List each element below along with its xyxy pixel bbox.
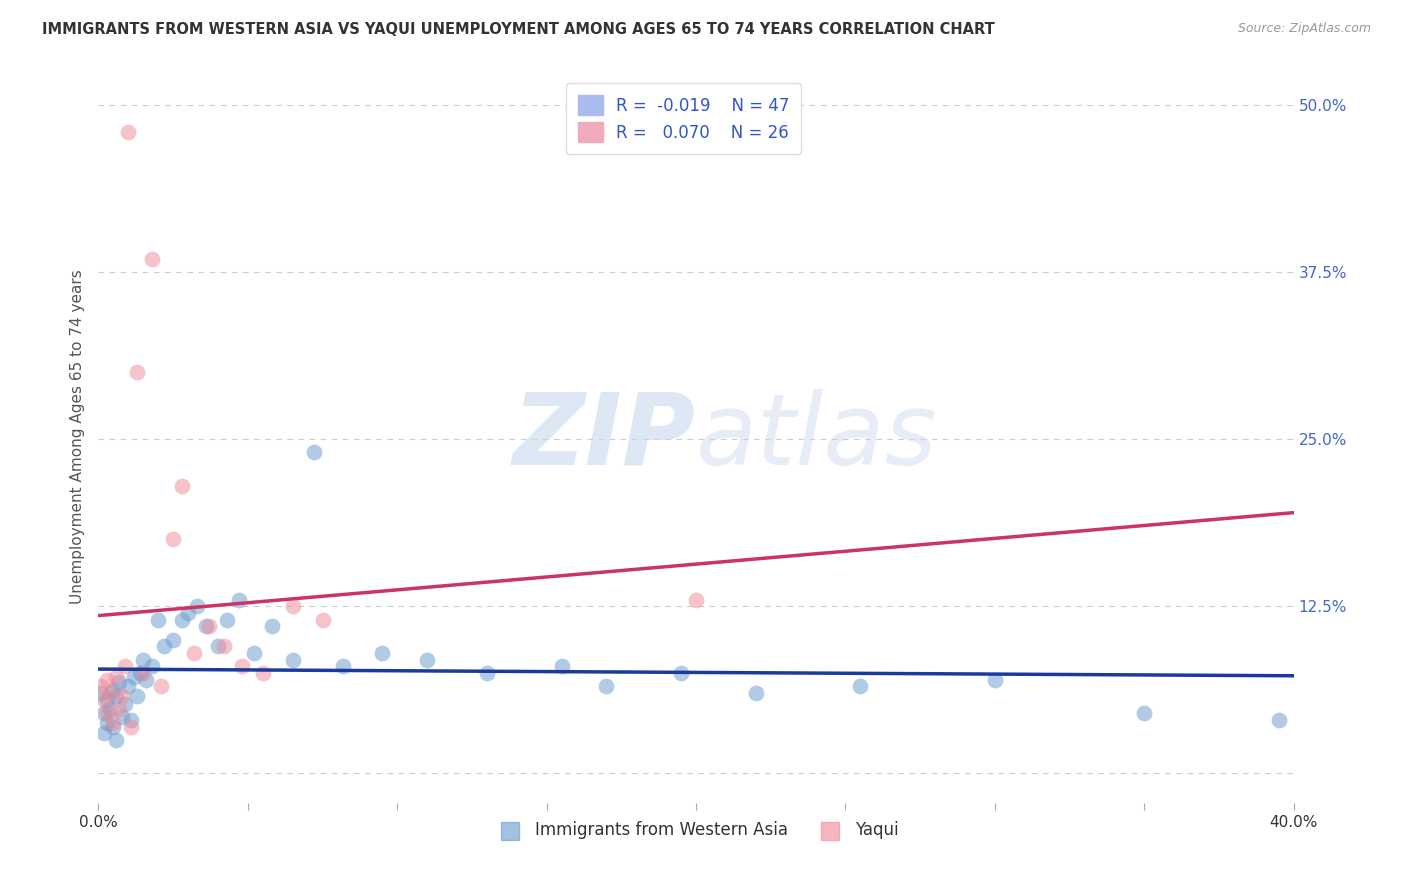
Legend: Immigrants from Western Asia, Yaqui: Immigrants from Western Asia, Yaqui	[486, 814, 905, 846]
Point	[114, 697, 136, 711]
Point	[96, 706, 118, 721]
Point	[98, 702, 122, 716]
Point	[207, 640, 229, 654]
Point	[1267, 713, 1289, 727]
Point	[148, 613, 170, 627]
Point	[231, 659, 253, 673]
Text: atlas: atlas	[696, 389, 938, 485]
Point	[195, 619, 218, 633]
Point	[96, 693, 118, 707]
Point	[849, 680, 872, 694]
Point	[105, 670, 128, 684]
Point	[108, 675, 131, 690]
Point	[212, 640, 235, 654]
Point	[127, 365, 149, 379]
Point	[669, 666, 692, 681]
Point	[141, 659, 163, 673]
Point	[595, 680, 617, 694]
Point	[172, 613, 194, 627]
Point	[127, 689, 149, 703]
Text: ZIP: ZIP	[513, 389, 696, 485]
Point	[153, 640, 176, 654]
Point	[90, 686, 112, 700]
Point	[243, 646, 266, 660]
Point	[93, 693, 115, 707]
Point	[162, 632, 184, 647]
Point	[93, 726, 115, 740]
Point	[685, 592, 707, 607]
Point	[745, 686, 768, 700]
Point	[186, 599, 208, 614]
Point	[198, 619, 221, 633]
Point	[96, 673, 118, 687]
Point	[177, 606, 200, 620]
Point	[117, 680, 139, 694]
Point	[281, 653, 304, 667]
Point	[172, 479, 194, 493]
Point	[132, 653, 155, 667]
Point	[281, 599, 304, 614]
Point	[105, 733, 128, 747]
Point	[114, 659, 136, 673]
Point	[183, 646, 205, 660]
Point	[984, 673, 1007, 687]
Point	[93, 706, 115, 721]
Point	[416, 653, 439, 667]
Point	[90, 680, 112, 694]
Point	[103, 720, 125, 734]
Text: IMMIGRANTS FROM WESTERN ASIA VS YAQUI UNEMPLOYMENT AMONG AGES 65 TO 74 YEARS COR: IMMIGRANTS FROM WESTERN ASIA VS YAQUI UN…	[42, 22, 995, 37]
Text: Source: ZipAtlas.com: Source: ZipAtlas.com	[1237, 22, 1371, 36]
Point	[252, 666, 274, 681]
Point	[150, 680, 173, 694]
Point	[302, 445, 325, 459]
Point	[228, 592, 250, 607]
Point	[124, 670, 146, 684]
Point	[1133, 706, 1156, 721]
Point	[260, 619, 283, 633]
Point	[105, 689, 128, 703]
Point	[120, 713, 142, 727]
Point	[550, 659, 572, 673]
Point	[162, 533, 184, 547]
Point	[332, 659, 354, 673]
Point	[129, 666, 152, 681]
Point	[103, 683, 125, 698]
Point	[117, 124, 139, 138]
Point	[98, 686, 122, 700]
Point	[120, 720, 142, 734]
Y-axis label: Unemployment Among Ages 65 to 74 years: Unemployment Among Ages 65 to 74 years	[69, 269, 84, 605]
Point	[475, 666, 498, 681]
Point	[111, 689, 134, 703]
Point	[108, 702, 131, 716]
Point	[96, 715, 118, 730]
Point	[215, 613, 238, 627]
Point	[132, 666, 155, 681]
Point	[111, 710, 134, 724]
Point	[141, 252, 163, 266]
Point	[103, 715, 125, 730]
Point	[371, 646, 394, 660]
Point	[311, 613, 333, 627]
Point	[135, 673, 157, 687]
